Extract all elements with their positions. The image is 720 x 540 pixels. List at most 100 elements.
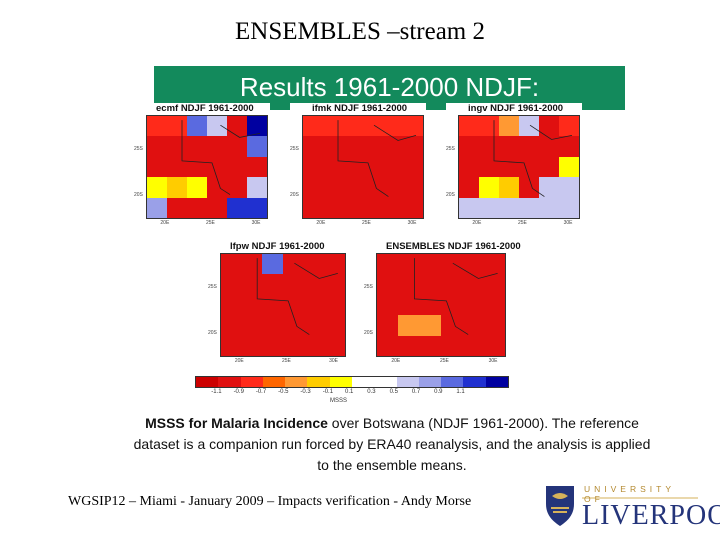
x-tick-label: 25E (518, 220, 527, 226)
map-cell (383, 136, 403, 157)
map-cell (221, 315, 242, 336)
map-grid (458, 115, 580, 219)
map-cell (539, 197, 559, 218)
map-cell (459, 116, 479, 137)
map-cell (343, 177, 363, 198)
colorbar-label: 1.1 (456, 389, 465, 395)
colorbar-caption: MSSS (330, 398, 348, 404)
map-cell (398, 274, 420, 295)
map-cell (323, 177, 343, 198)
x-tick-label: 30E (563, 220, 573, 226)
map-cell (459, 136, 479, 157)
map-cell (343, 197, 363, 218)
map-cell (282, 254, 304, 275)
colorbar-swatch (418, 377, 442, 387)
map-cell (303, 274, 325, 295)
map-cell (398, 315, 420, 336)
x-tick-label: 30E (407, 220, 417, 226)
map-cell (221, 294, 242, 316)
colorbar-label: 0.5 (389, 389, 398, 395)
map-cell (343, 116, 363, 137)
map-title: ecmf NDJF 1961-2000 (156, 103, 254, 114)
map-cell (227, 136, 247, 157)
map-grid (146, 115, 268, 219)
map-cell (303, 197, 323, 218)
y-tick-label: 25S (446, 145, 455, 152)
map-cell (363, 116, 383, 137)
x-tick-label: 30E (251, 220, 261, 226)
map-cell (324, 294, 345, 316)
map-cell (282, 294, 304, 316)
map-cell (441, 315, 463, 336)
map-cell (262, 254, 283, 275)
y-tick-label: 25S (208, 283, 217, 290)
map-cell (377, 294, 399, 316)
map-cell (247, 136, 267, 157)
map-cell (187, 177, 207, 198)
map-cell (519, 177, 539, 198)
map-grid (376, 253, 506, 357)
map-cell (303, 156, 323, 178)
map-cell (247, 177, 267, 198)
map-cell (147, 116, 167, 137)
y-tick-label: 20S (446, 191, 455, 198)
map-cell (479, 136, 499, 157)
map-cell (247, 116, 267, 137)
university-logo: UNIVERSITY OF LIVERPOOL (540, 482, 720, 531)
colorbar-label: -1.1 (211, 389, 222, 395)
colorbar-label: -0.7 (255, 389, 267, 395)
title-banner (154, 66, 625, 110)
map-cell (167, 136, 187, 157)
map-cell (227, 116, 247, 137)
map-cell (241, 254, 263, 275)
map-cell (227, 177, 247, 198)
map-cell (462, 335, 484, 356)
logo-bottom-text: LIVERPOOL (582, 500, 720, 531)
map-cell (241, 294, 263, 316)
footer-text: WGSIP12 – Miami - January 2009 – Impacts… (68, 494, 472, 509)
map-title: ENSEMBLES NDJF 1961-2000 (386, 241, 521, 252)
map-cell (377, 274, 399, 295)
y-tick-label: 20S (290, 191, 299, 198)
map-cell (462, 254, 484, 275)
map-cell (398, 294, 420, 316)
map-cell (303, 315, 325, 336)
colorbar-label: -0.5 (278, 389, 289, 395)
map-cell (499, 197, 519, 218)
colorbar-label: 0.1 (345, 389, 354, 395)
map-cell (241, 274, 263, 295)
colorbar-swatch (285, 377, 308, 387)
map-cell (247, 156, 267, 178)
colorbar-label: 0.7 (411, 389, 421, 395)
map-cell (559, 156, 579, 178)
x-tick-label: 25E (206, 220, 215, 226)
map-cell (559, 197, 579, 218)
liverpool-crest-icon (546, 486, 698, 526)
map-cell (383, 116, 403, 137)
map-cell (483, 254, 505, 275)
colorbar-label: -0.3 (300, 389, 311, 395)
map-cell (187, 116, 207, 137)
map-cell (363, 156, 383, 178)
map-cell (221, 274, 242, 295)
map-cell (324, 315, 345, 336)
banner-text: Results 1961-2000 NDJF: (239, 72, 540, 102)
colorbar-label: -0.1 (322, 389, 334, 395)
map-cell (207, 116, 227, 137)
map-cell (303, 335, 325, 356)
map-cell (221, 254, 242, 275)
map-cell (167, 177, 187, 198)
map-cell (459, 156, 479, 178)
colorbar-label: 0.9 (434, 389, 443, 395)
map-cell (323, 136, 343, 157)
map-cell (519, 136, 539, 157)
map-cell (323, 116, 343, 137)
map-cell (441, 294, 463, 316)
map-panel: ifmk NDJF 1961-2000 20S 25S 20E 25E 30E (290, 103, 426, 231)
y-tick-label: 25S (134, 145, 143, 152)
map-cell (483, 294, 505, 316)
map-cell (403, 136, 423, 157)
map-cell (147, 136, 167, 157)
y-tick-label: 20S (208, 329, 217, 336)
map-grid (220, 253, 346, 357)
